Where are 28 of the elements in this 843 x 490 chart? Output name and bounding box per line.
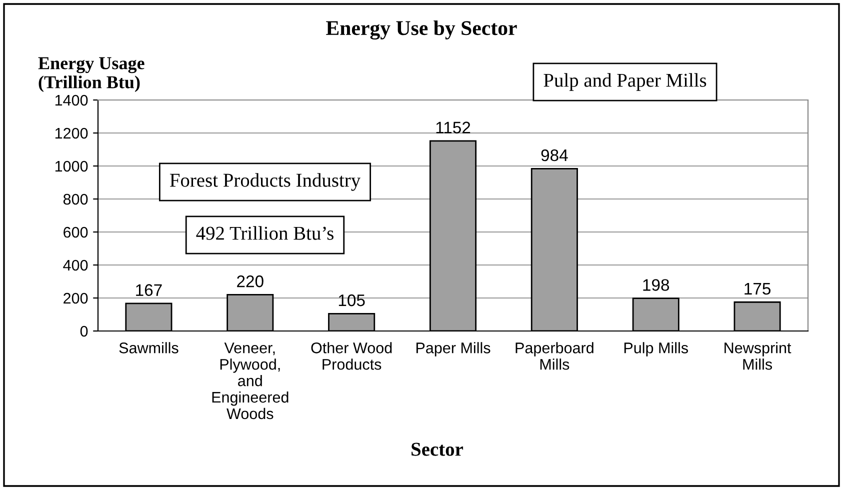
y-tick-label: 1400 [55,94,88,106]
y-tick-label: 600 [64,226,88,238]
data-label: 198 [643,279,670,291]
y-tick-label: 1200 [55,128,88,139]
y-tick-label: 1000 [55,160,88,172]
data-label: 105 [338,294,365,306]
y-tick-label: 200 [64,292,88,304]
x-tick-label: Sawmills [119,342,178,354]
data-label: 220 [237,275,264,288]
x-tick-label: Newsprint Mills [724,342,792,370]
annotation: 492 Trillion Btu’s [196,226,334,240]
y-axis-title: Energy Usage (Trillion Btu) [38,57,144,92]
x-tick-label: Other Wood Products [311,342,392,370]
data-label: 1152 [436,122,470,134]
data-label: 984 [541,149,568,162]
data-label: 167 [136,284,162,296]
y-tick-label: 400 [63,260,88,271]
y-tick-label: 800 [63,194,88,205]
x-tick-label: Paper Mills [416,342,490,356]
y-tick-label: 0 [80,326,88,337]
x-tick-label: Veneer, Plywood, and Engineered Woods [212,342,288,420]
x-tick-label: Pulp Mills [624,342,688,356]
text: Pulp and Paper Mills [544,73,706,91]
x-tick-label: Paperboard Mills [516,342,594,370]
x-axis-title: Sector [412,442,464,456]
chart-title: Energy Use by Sector [326,20,517,40]
data-label: 175 [744,283,770,295]
annotation: Forest Products Industry [170,173,361,191]
